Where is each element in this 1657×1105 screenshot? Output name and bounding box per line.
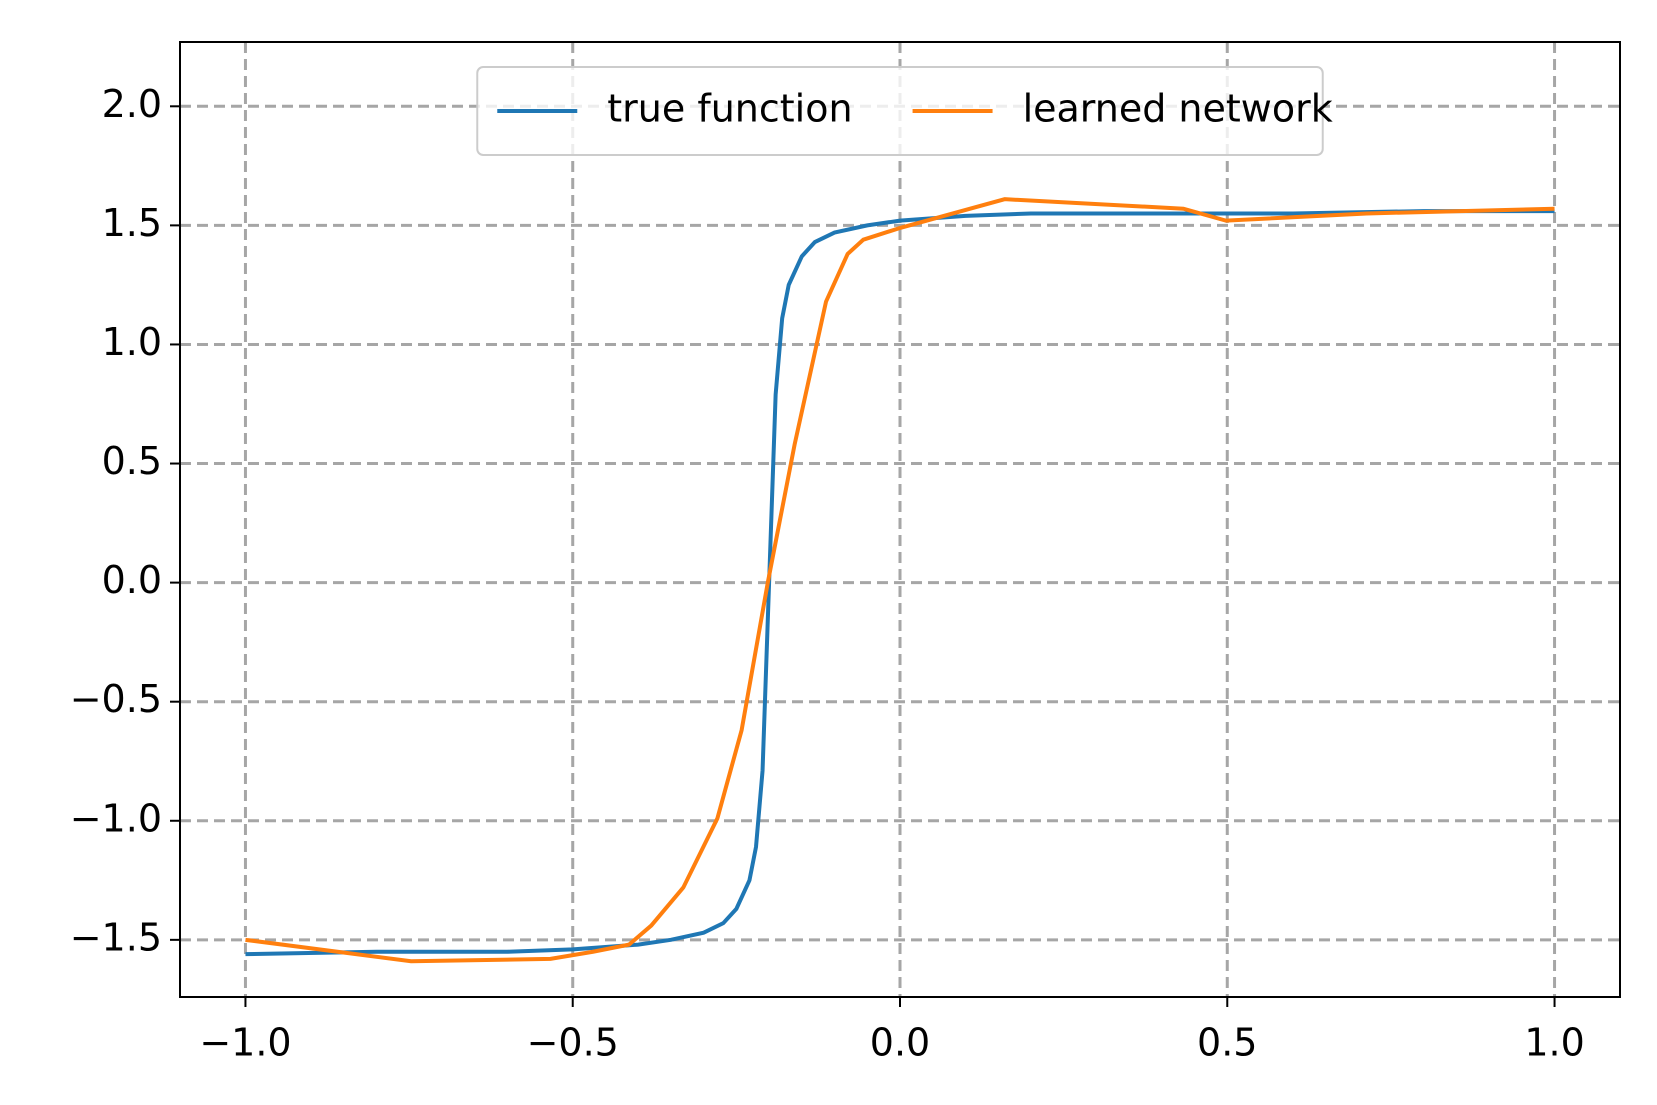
y-tick-label: −1.5: [70, 915, 162, 959]
y-tick-label: 1.5: [102, 201, 162, 245]
series-line: [245, 209, 1555, 957]
y-tick-label: −1.0: [70, 796, 162, 840]
x-tick-label: 1.0: [1524, 1021, 1584, 1065]
y-tick-label: 1.0: [102, 320, 162, 364]
series-line: [245, 197, 1555, 964]
x-tick-label: −1.0: [199, 1021, 291, 1065]
legend-label: true function: [607, 87, 852, 131]
x-tick-label: 0.5: [1197, 1021, 1257, 1065]
plot-frame: [179, 41, 1621, 998]
y-tick-label: −0.5: [70, 677, 162, 721]
legend-label: learned network: [1023, 87, 1333, 131]
y-tick-label: 2.0: [102, 82, 162, 126]
x-tick-label: 0.0: [870, 1021, 930, 1065]
legend-frame: [476, 66, 1324, 156]
legend: true function learned network: [476, 66, 1333, 156]
y-tick-label: 0.5: [102, 439, 162, 483]
y-tick-label: 0.0: [102, 558, 162, 602]
x-tick-label: −0.5: [527, 1021, 619, 1065]
